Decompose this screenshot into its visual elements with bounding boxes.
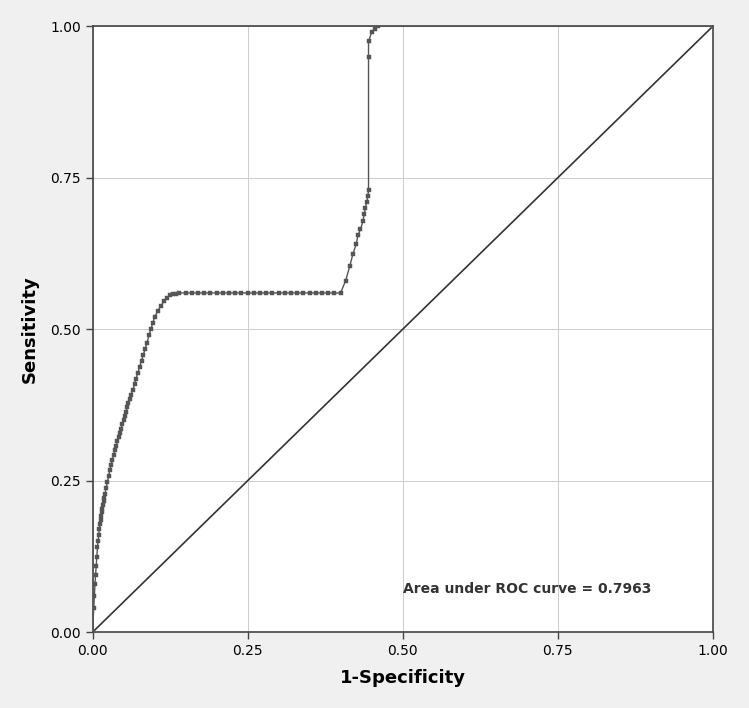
X-axis label: 1-Specificity: 1-Specificity: [339, 669, 466, 687]
Y-axis label: Sensitivity: Sensitivity: [21, 275, 39, 383]
Text: Area under ROC curve = 0.7963: Area under ROC curve = 0.7963: [403, 582, 651, 596]
